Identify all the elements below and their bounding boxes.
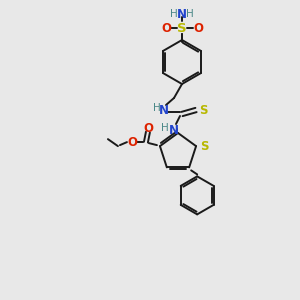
Text: O: O (127, 136, 137, 148)
Text: S: S (200, 140, 208, 153)
Text: H: H (153, 103, 161, 113)
Text: O: O (161, 22, 171, 34)
Text: N: N (177, 8, 187, 20)
Text: N: N (169, 124, 179, 136)
Text: O: O (143, 122, 153, 135)
Text: H: H (186, 9, 194, 19)
Text: H: H (161, 123, 169, 133)
Text: H: H (170, 9, 178, 19)
Text: S: S (199, 103, 208, 116)
Text: N: N (159, 103, 169, 116)
Text: O: O (193, 22, 203, 34)
Text: S: S (177, 22, 187, 34)
